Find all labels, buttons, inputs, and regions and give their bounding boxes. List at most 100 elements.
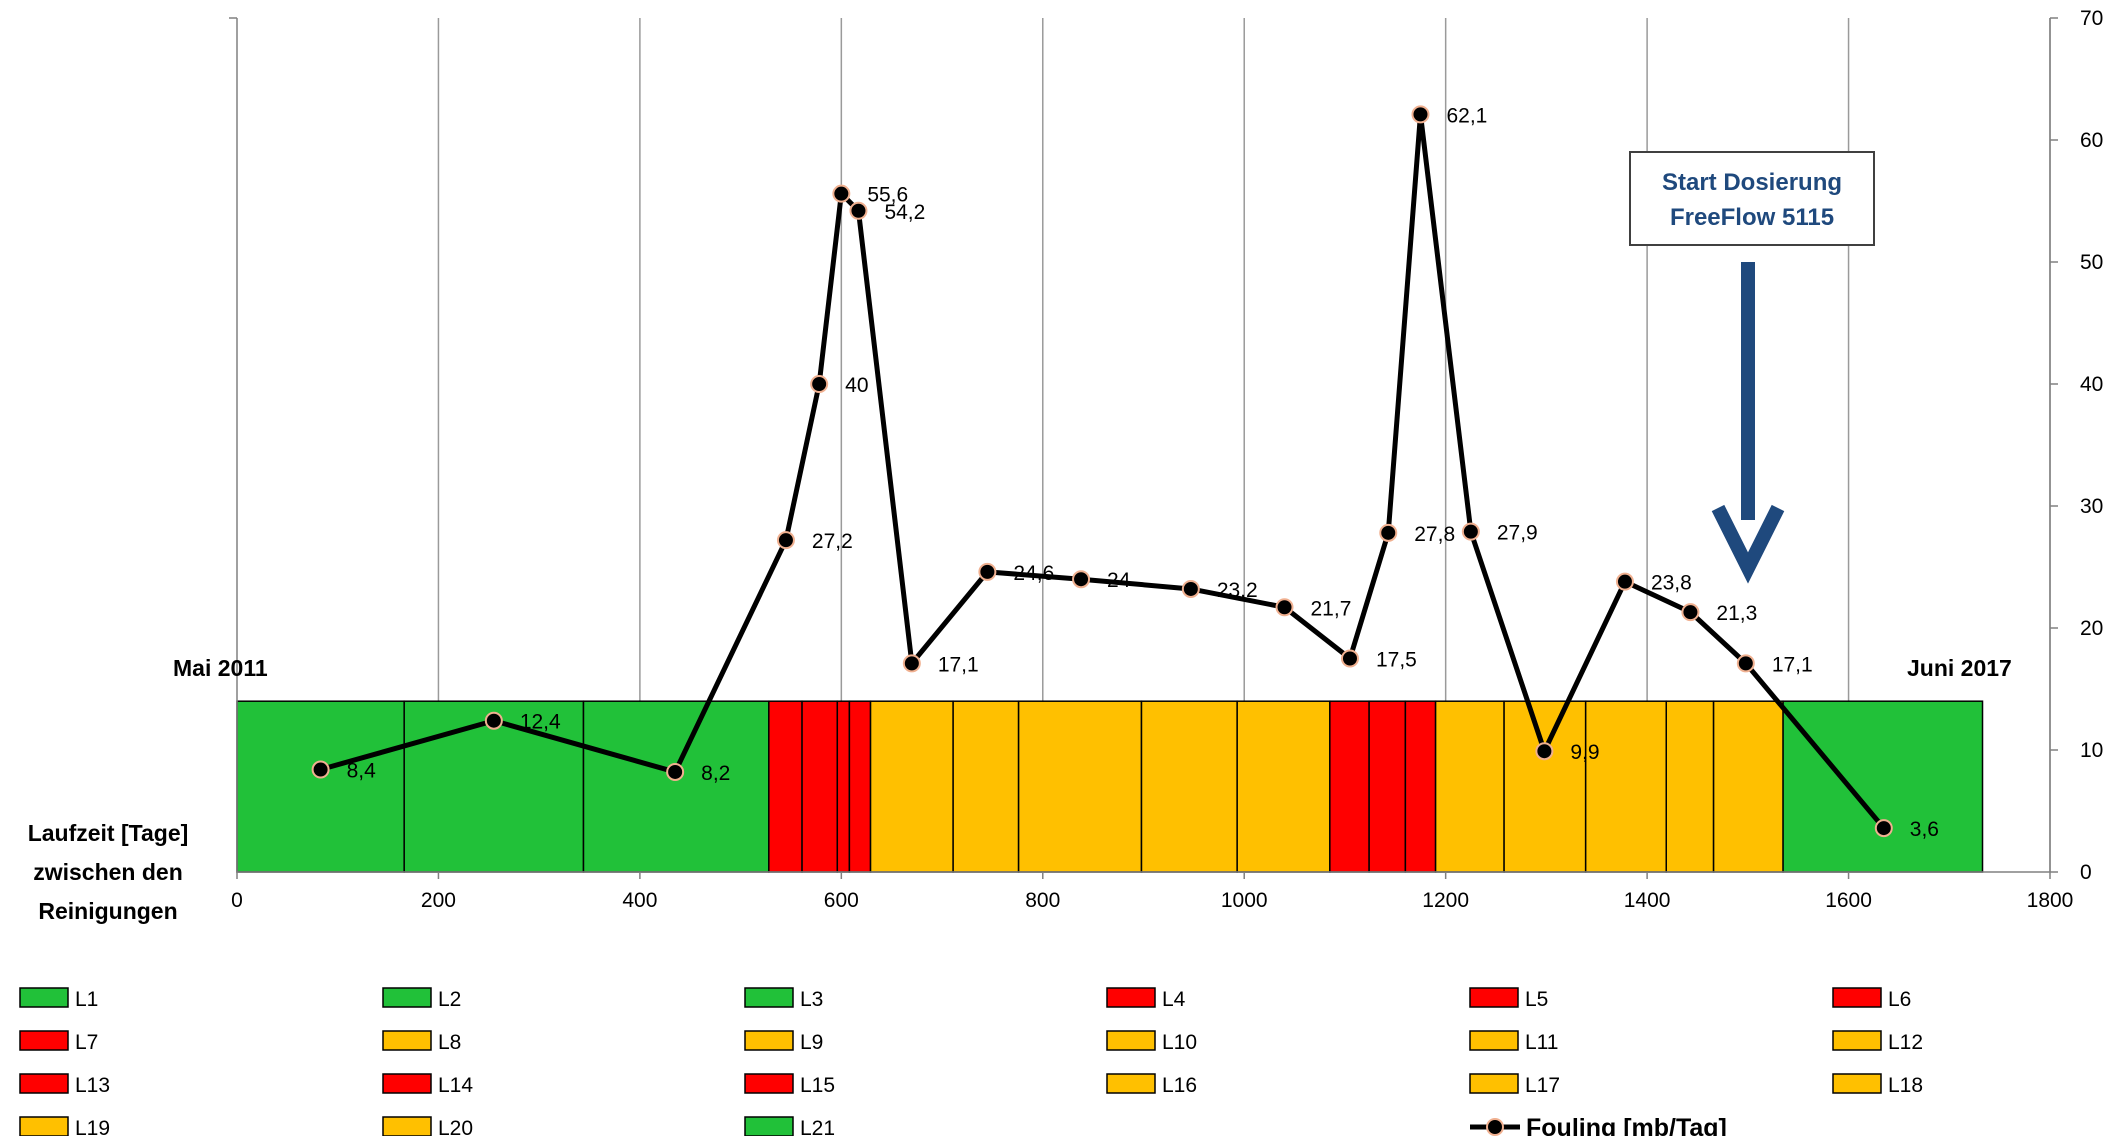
data-labels: 8,4 12,4 8,2 27,2 40 55,654,2 17,1 24,6 24 23,2 21… <box>347 104 1939 841</box>
data-label-7: 54,2 <box>884 201 925 224</box>
data-label-11: 23,2 <box>1217 579 1258 602</box>
legend-swatch-L13 <box>19 1073 69 1094</box>
data-point-7 <box>849 201 868 220</box>
legend-swatch-L11 <box>1469 1030 1519 1051</box>
legend-label-L15: L15 <box>800 1074 835 1097</box>
legend-swatch-L5 <box>1469 987 1519 1008</box>
legend-swatch-L17 <box>1469 1073 1519 1094</box>
segment-L20 <box>1712 700 1784 873</box>
legend-swatch-L10 <box>1106 1030 1156 1051</box>
segment-L15 <box>1404 700 1437 873</box>
legend-label-L18: L18 <box>1888 1074 1923 1097</box>
segment-L5 <box>801 700 839 873</box>
axes <box>229 17 2051 873</box>
x-tick-label-600: 600 <box>824 889 859 912</box>
data-label-21: 3,6 <box>1910 818 1939 841</box>
y-tick-label-40: 40 <box>2080 373 2103 396</box>
data-point-21 <box>1874 819 1893 838</box>
legend-swatch-L1 <box>19 987 69 1008</box>
legend-label-L4: L4 <box>1162 988 1186 1011</box>
legend-swatch-L18 <box>1832 1073 1882 1094</box>
legend-label-L6: L6 <box>1888 988 1911 1011</box>
legend-swatch-L15 <box>744 1073 794 1094</box>
end-label: Juni 2017 <box>1907 655 2012 681</box>
legend-label-L20: L20 <box>438 1117 473 1136</box>
x-tick-label-800: 800 <box>1025 889 1060 912</box>
annotation-line-2: FreeFlow 5115 <box>1670 204 1834 231</box>
y-tick-label-70: 70 <box>2080 7 2103 30</box>
legend-label-L10: L10 <box>1162 1031 1197 1054</box>
runtime-segments <box>236 700 1984 873</box>
segment-L17 <box>1503 700 1587 873</box>
segment-L3 <box>582 700 770 873</box>
data-label-20: 17,1 <box>1772 653 1813 676</box>
legend-label-L11: L11 <box>1525 1031 1558 1054</box>
x-tick-label-1200: 1200 <box>1422 889 1469 912</box>
segment-L13 <box>1329 700 1370 873</box>
legend-label-L9: L9 <box>800 1031 823 1054</box>
y-tick-label-20: 20 <box>2080 617 2103 640</box>
data-label-15: 62,1 <box>1446 104 1487 127</box>
left-label-line-3: Reinigungen <box>38 898 177 924</box>
legend-label-L21: L21 <box>800 1117 835 1136</box>
annotation-box <box>1629 151 1875 246</box>
start-label: Mai 2011 <box>173 655 268 681</box>
data-label-18: 23,8 <box>1651 572 1692 595</box>
legend-label-L2: L2 <box>438 988 461 1011</box>
y-tick-label-50: 50 <box>2080 251 2103 274</box>
segment-L10 <box>1017 700 1143 873</box>
left-label-line-2: zwischen den <box>33 859 183 885</box>
data-point-11 <box>1181 579 1200 598</box>
legend-label-L5: L5 <box>1525 988 1548 1011</box>
annotation-arrow-shaft <box>1741 262 1755 520</box>
data-label-8: 17,1 <box>938 653 979 676</box>
segment-L14 <box>1368 700 1407 873</box>
fouling-series <box>311 105 1893 838</box>
y-tick-label-30: 30 <box>2080 495 2103 518</box>
data-point-6 <box>832 184 851 203</box>
data-point-15 <box>1411 105 1430 124</box>
legend-swatch-L7 <box>19 1030 69 1051</box>
x-tick-label-200: 200 <box>421 889 456 912</box>
segment-L4 <box>768 700 803 873</box>
data-label-17: 9,9 <box>1570 741 1599 764</box>
data-label-5: 40 <box>845 374 868 397</box>
legend-label-L8: L8 <box>438 1031 461 1054</box>
x-tick-label-0: 0 <box>231 889 243 912</box>
segment-L21 <box>1782 700 1984 873</box>
data-label-2: 12,4 <box>520 711 561 734</box>
data-point-10 <box>1072 570 1091 589</box>
legend-series-marker <box>1486 1118 1504 1136</box>
x-tick-label-400: 400 <box>622 889 657 912</box>
data-point-17 <box>1535 742 1554 761</box>
data-point-3 <box>666 762 685 781</box>
x-tick-label-1400: 1400 <box>1624 889 1671 912</box>
left-label-line-1: Laufzeit [Tage] <box>28 820 189 846</box>
legend-swatch-L12 <box>1832 1030 1882 1051</box>
data-label-14: 27,8 <box>1414 523 1455 546</box>
legend-swatch-L4 <box>1106 987 1156 1008</box>
data-point-16 <box>1461 522 1480 541</box>
data-point-14 <box>1379 523 1398 542</box>
y-tick-label-10: 10 <box>2080 739 2103 762</box>
data-point-2 <box>484 711 503 730</box>
data-point-4 <box>776 531 795 550</box>
data-point-9 <box>978 562 997 581</box>
legend-swatch-L14 <box>382 1073 432 1094</box>
legend-swatch-L20 <box>382 1116 432 1136</box>
y-tick-label-0: 0 <box>2080 861 2092 884</box>
data-point-20 <box>1736 654 1755 673</box>
legend: L1 L2 L3 L4 L5 L6 L7 L8 L9 L10 L11 L12 L13 L14 L15 L16 L… <box>19 987 1923 1136</box>
data-label-10: 24 <box>1107 569 1131 592</box>
data-point-19 <box>1681 603 1700 622</box>
segment-L6 <box>836 700 851 873</box>
data-label-16: 27,9 <box>1497 522 1538 545</box>
data-label-3: 8,2 <box>701 762 730 785</box>
data-label-6: 55,6 <box>867 184 908 207</box>
data-point-5 <box>810 375 829 393</box>
legend-swatch-L19 <box>19 1116 69 1136</box>
annotation-line-1: Start Dosierung <box>1662 169 1842 196</box>
data-point-12 <box>1275 598 1294 617</box>
legend-swatch-L8 <box>382 1030 432 1051</box>
